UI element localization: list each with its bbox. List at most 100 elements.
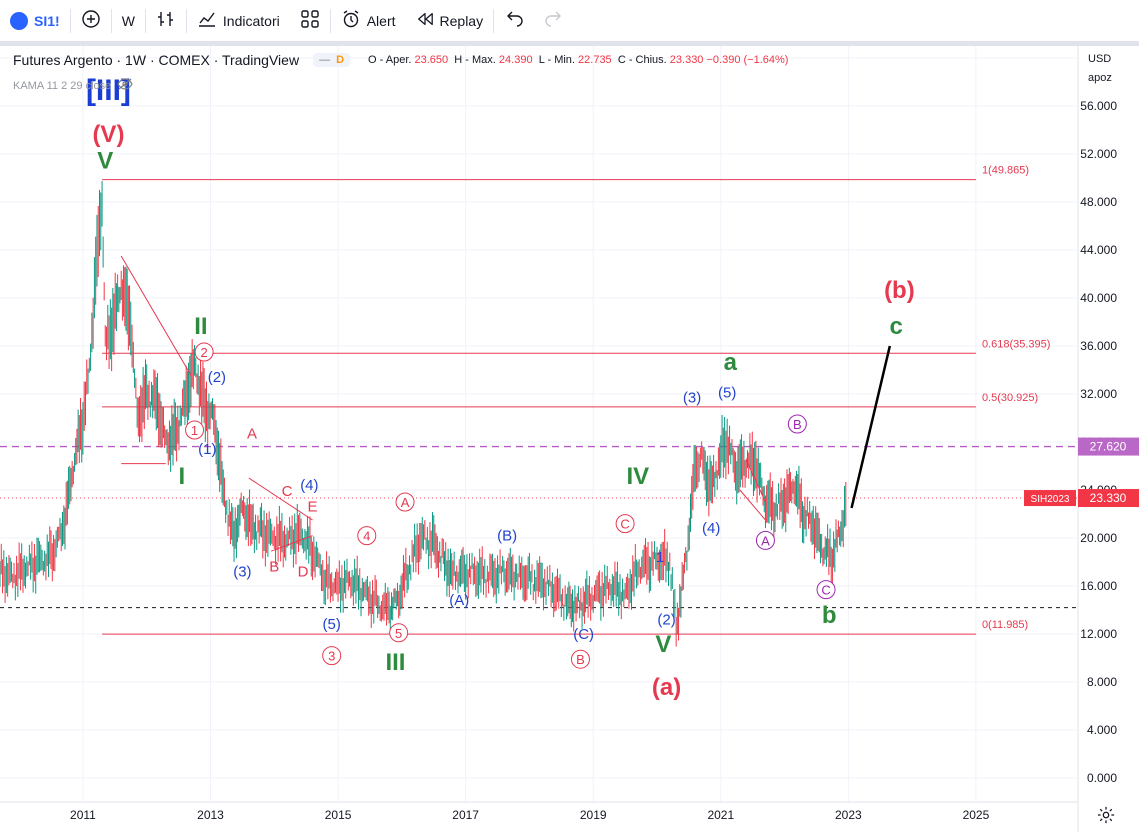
- wave-label: II: [194, 313, 207, 340]
- wave-label: A: [247, 425, 257, 442]
- circled-wave-label: C: [620, 517, 629, 532]
- circled-wave-label: B: [793, 417, 802, 432]
- delayed-data-badge: D: [336, 54, 345, 66]
- interval-button[interactable]: W: [112, 0, 145, 42]
- low-value: 22.735: [578, 54, 612, 66]
- market-status-badge[interactable]: — D: [313, 53, 351, 67]
- open-label: O - Aper.: [368, 54, 412, 66]
- close-value: 23.330: [669, 54, 704, 66]
- divider: [144, 8, 146, 33]
- wave-label: (5): [323, 616, 341, 633]
- price-marker-tag: [1078, 437, 1139, 456]
- layouts-button[interactable]: [290, 0, 330, 42]
- compare-button[interactable]: [71, 0, 111, 42]
- wave-label: b: [822, 602, 837, 629]
- circled-wave-label: 3: [328, 649, 335, 664]
- add-symbol-icon: [81, 9, 101, 32]
- fib-label: 0.5(30.925): [982, 392, 1038, 404]
- wave-label: V: [97, 147, 113, 174]
- circled-wave-marker: [194, 342, 214, 362]
- wave-label: c: [890, 313, 903, 340]
- wave-label: (2): [208, 369, 226, 386]
- circled-wave-marker: [389, 623, 409, 643]
- wave-label: (C): [573, 626, 594, 643]
- top-toolbar: SI1! W Indicatori Alert R: [0, 0, 1139, 42]
- circled-wave-label: 1: [191, 423, 198, 438]
- x-tick-label: 2013: [197, 808, 224, 822]
- annotation-line: [270, 535, 313, 552]
- x-tick-label: 2019: [580, 808, 607, 822]
- hidden-eye-icon[interactable]: [117, 78, 133, 93]
- bar-style-icon: [156, 9, 176, 32]
- x-tick-label: 2025: [963, 808, 990, 822]
- wave-label: C: [282, 483, 293, 500]
- wave-label: (4): [702, 520, 720, 537]
- divider: [185, 8, 187, 33]
- badge-dash: —: [319, 54, 331, 66]
- indicators-icon: [197, 9, 217, 32]
- symbol-search-button[interactable]: SI1!: [0, 0, 70, 42]
- price-marker-value: 27.620: [1090, 440, 1127, 454]
- chart-style-button[interactable]: [146, 0, 186, 42]
- chart-legend: Futures Argento · 1W · COMEX · TradingVi…: [13, 52, 788, 68]
- undo-icon: [504, 9, 524, 32]
- alert-label: Alert: [366, 12, 396, 29]
- ohlc-values: O - Aper. 23.650 H - Max. 24.390 L - Min…: [368, 54, 788, 66]
- chart-pane[interactable]: 0.0004.0008.00012.00016.00020.00024.0002…: [0, 42, 1139, 832]
- grid-lines: [0, 46, 1078, 802]
- currency-label: USD: [1088, 53, 1112, 65]
- price-bars: [0, 181, 847, 647]
- alert-button[interactable]: Alert: [331, 0, 406, 42]
- circled-wave-marker: [615, 514, 635, 534]
- chart-title: Futures Argento · 1W · COMEX · TradingVi…: [13, 52, 300, 68]
- circled-wave-label: A: [401, 495, 410, 510]
- high-label: H - Max.: [454, 54, 496, 66]
- y-tick-label: 12.000: [1080, 627, 1117, 641]
- circled-wave-label: A: [761, 533, 770, 548]
- wave-label: (4): [300, 477, 318, 494]
- redo-button[interactable]: [534, 0, 574, 42]
- replay-icon: [416, 10, 434, 31]
- y-tick-label: 16.000: [1080, 579, 1117, 593]
- indicator-label: KAMA 11 2 29 close: [13, 79, 112, 92]
- interval-label: W: [121, 12, 135, 29]
- annotation-line: [739, 489, 766, 521]
- x-tick-label: 2021: [707, 808, 734, 822]
- settings-gear-icon[interactable]: [1097, 806, 1115, 829]
- circled-wave-label: 2: [201, 345, 208, 360]
- fib-label: 0(11.985): [982, 619, 1028, 631]
- circled-wave-marker: [755, 530, 775, 550]
- replay-button[interactable]: Replay: [406, 0, 494, 42]
- wave-label: B: [269, 559, 279, 576]
- wave-label: (B): [497, 527, 517, 544]
- annotation-line: [745, 459, 766, 503]
- open-value: 23.650: [414, 54, 449, 66]
- indicators-label: Indicatori: [222, 12, 280, 29]
- circled-wave-label: 5: [395, 626, 402, 641]
- annotation-line: [120, 255, 192, 377]
- layouts-icon: [300, 9, 320, 32]
- wave-label: (2): [657, 611, 675, 628]
- circled-wave-marker: [322, 646, 342, 666]
- y-tick-label: 32.000: [1080, 387, 1117, 401]
- wave-label: III: [385, 649, 405, 676]
- undo-button[interactable]: [494, 0, 534, 42]
- indicator-legend[interactable]: KAMA 11 2 29 close: [13, 78, 133, 93]
- circled-wave-label: C: [821, 583, 830, 598]
- price-chart[interactable]: 0.0004.0008.00012.00016.00020.00024.0002…: [0, 46, 1139, 832]
- circled-wave-marker: [185, 420, 205, 440]
- y-tick-label: 52.000: [1080, 147, 1117, 161]
- y-tick-label: 40.000: [1080, 291, 1117, 305]
- y-tick-label: 4.000: [1087, 723, 1117, 737]
- divider: [329, 8, 331, 33]
- change-value: −0.390 (−1.64%): [706, 54, 789, 66]
- contract-tag-box: [1024, 490, 1076, 507]
- wave-label: (b): [884, 277, 915, 304]
- divider: [493, 8, 495, 33]
- price-scale-settings[interactable]: USD apoz: [1088, 50, 1112, 88]
- indicators-button[interactable]: Indicatori: [187, 0, 290, 42]
- redo-icon: [544, 9, 564, 32]
- y-tick-label: 44.000: [1080, 243, 1117, 257]
- y-tick-label: 0.000: [1087, 771, 1117, 785]
- symbol-icon: [10, 11, 28, 30]
